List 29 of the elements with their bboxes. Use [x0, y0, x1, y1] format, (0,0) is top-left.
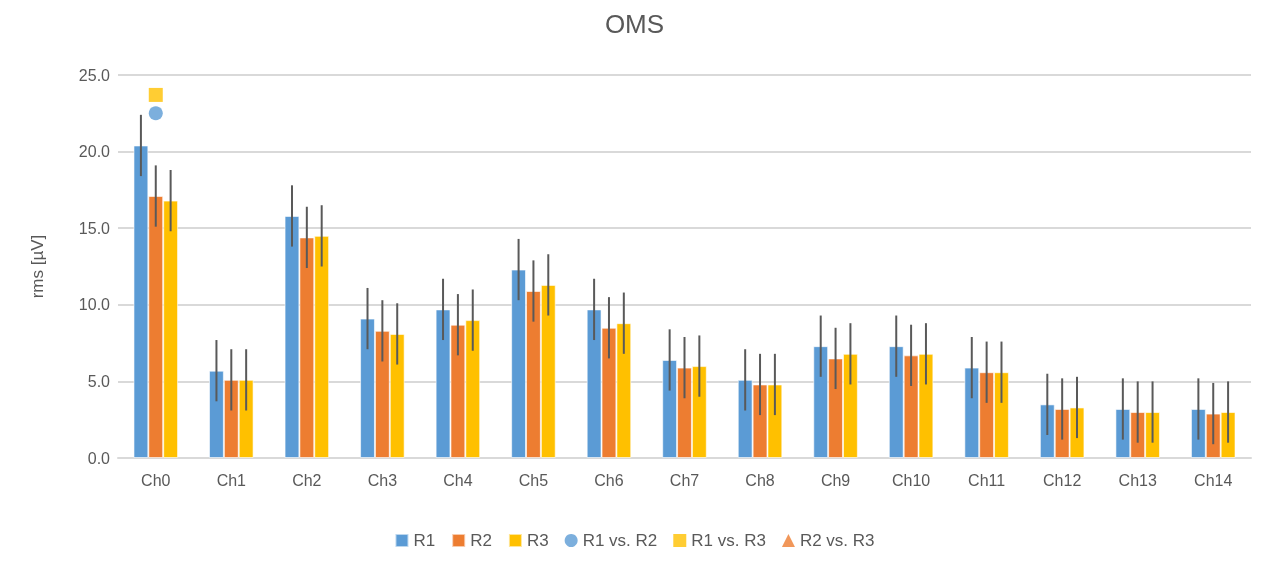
legend-label: R3 — [526, 531, 549, 550]
y-axis-title: rms [µV] — [28, 234, 47, 299]
y-tick-label: 10.0 — [78, 296, 111, 314]
y-tick-label: 25.0 — [78, 66, 111, 84]
x-tick-label: Ch13 — [1118, 471, 1157, 489]
y-tick-label: 0.0 — [87, 449, 111, 467]
legend-label: R1 vs. R3 — [691, 531, 766, 550]
legend-label: R1 — [413, 531, 436, 550]
x-tick-label: Ch8 — [745, 471, 775, 489]
x-tick-label: Ch5 — [518, 471, 549, 489]
x-tick-label: Ch0 — [141, 471, 171, 489]
x-tick-label: Ch9 — [820, 471, 851, 489]
y-tick-label: 5.0 — [87, 372, 111, 390]
y-tick-label: 15.0 — [78, 219, 111, 237]
x-tick-label: Ch4 — [443, 471, 473, 489]
x-tick-label: Ch3 — [367, 471, 398, 489]
x-tick-label: Ch14 — [1194, 471, 1233, 489]
x-tick-label: Ch11 — [968, 471, 1006, 489]
x-tick-label: Ch12 — [1043, 471, 1082, 489]
x-tick-label: Ch1 — [216, 471, 247, 489]
x-tick-label: Ch6 — [594, 471, 624, 489]
y-tick-label: 20.0 — [78, 143, 111, 161]
x-tick-label: Ch2 — [292, 471, 322, 489]
x-tick-label: Ch7 — [669, 471, 700, 489]
chart-title: OMS — [604, 9, 665, 39]
legend-label: R2 — [470, 531, 492, 550]
x-tick-label: Ch10 — [891, 471, 931, 489]
legend-label: R2 vs. R3 — [799, 531, 875, 550]
legend-label: R1 vs. R2 — [582, 531, 658, 550]
